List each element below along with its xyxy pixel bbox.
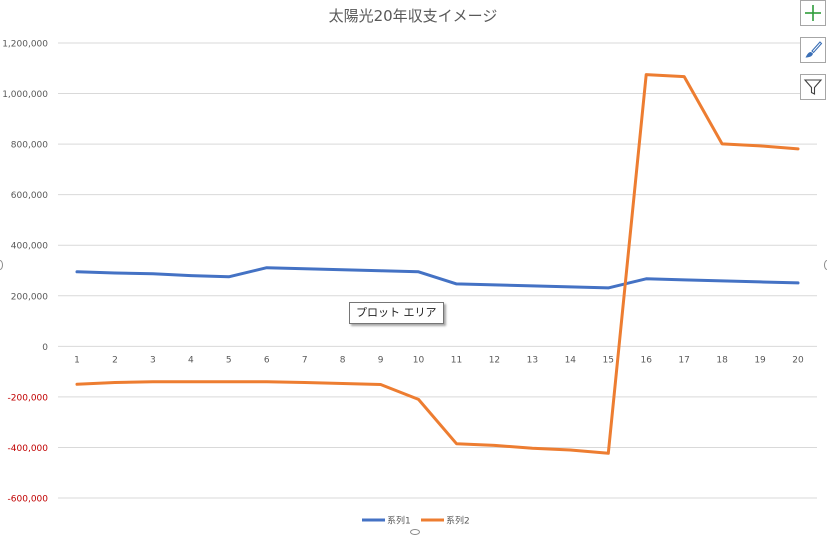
y-tick-label: -200,000 [8,393,49,403]
data-point-series-1[interactable] [493,283,496,287]
y-tick-label: 600,000 [11,191,48,201]
data-point-series-2[interactable] [645,73,648,76]
data-point-series-2[interactable] [113,381,117,384]
data-point-series-2[interactable] [796,147,800,151]
data-point-series-2[interactable] [227,380,230,383]
data-point-series-1[interactable] [607,286,610,290]
resize-handle-right[interactable] [824,260,827,270]
legend-label-2[interactable]: 系列2 [446,515,470,527]
data-point-series-2[interactable] [189,380,193,383]
data-point-series-2[interactable] [341,382,344,385]
data-point-series-2[interactable] [531,447,534,450]
chart-title[interactable]: 太陽光20年収支イメージ [329,7,498,25]
data-point-series-2[interactable] [151,380,155,383]
data-point-series-1[interactable] [75,270,79,273]
data-point-series-2[interactable] [75,383,79,386]
data-point-series-1[interactable] [758,280,762,284]
data-point-series-2[interactable] [758,144,762,148]
series-line-1[interactable] [75,266,800,290]
data-point-series-1[interactable] [265,266,268,269]
x-tick-label: 19 [754,355,766,365]
data-point-series-2[interactable] [303,381,306,384]
x-tick-label: 8 [340,355,346,365]
x-tick-label: 18 [716,355,728,365]
x-tick-label: 5 [226,355,232,365]
x-tick-label: 9 [378,355,384,365]
data-point-series-1[interactable] [455,282,458,286]
data-point-series-2[interactable] [607,452,610,455]
x-tick-label: 4 [188,355,194,365]
data-point-series-1[interactable] [341,268,344,271]
data-point-series-1[interactable] [227,275,230,279]
data-point-series-1[interactable] [151,272,155,275]
brush-icon [805,41,823,58]
data-point-series-2[interactable] [682,75,686,78]
x-tick-label: 2 [112,355,118,365]
data-point-series-1[interactable] [682,278,686,282]
data-point-series-1[interactable] [113,271,117,275]
chart-elements-button[interactable] [800,0,826,26]
plot-series[interactable] [75,73,800,455]
x-tick-label: 1 [74,355,80,365]
x-tick-label: 16 [640,355,652,365]
data-point-series-1[interactable] [569,285,572,289]
x-tick-label: 10 [413,355,425,365]
y-tick-label: 1,200,000 [2,40,48,50]
x-tick-label: 15 [603,355,614,365]
chart-filters-button[interactable] [800,74,826,100]
x-tick-label: 3 [150,355,156,365]
data-point-series-2[interactable] [493,444,496,447]
data-point-series-1[interactable] [796,281,800,285]
data-point-series-1[interactable] [417,270,420,273]
x-tick-label: 12 [489,355,500,365]
x-tick-label: 7 [302,355,308,365]
data-point-series-1[interactable] [645,277,648,281]
plot-area-tooltip: プロット エリア [349,302,444,324]
series-line-2[interactable] [75,73,800,455]
y-tick-label: 400,000 [11,242,48,252]
chart-styles-button[interactable] [800,37,826,63]
x-tick-label: 13 [527,355,538,365]
resize-handle-bottom[interactable] [410,529,420,535]
x-tick-label: 11 [451,355,462,365]
x-tick-label: 20 [792,355,804,365]
funnel-icon [803,79,823,95]
y-tick-label: 0 [42,343,48,353]
y-tick-label: -600,000 [8,495,49,505]
legend-label-1[interactable]: 系列1 [387,515,411,527]
y-tick-label: 200,000 [11,292,48,302]
x-axis-labels: 1 2 3 4 5 6 7 8 9 10 11 12 13 14 15 16 17 18 19 20 [74,355,804,365]
y-tick-label: 800,000 [11,141,48,151]
data-point-series-1[interactable] [720,279,724,283]
data-point-series-2[interactable] [455,442,458,445]
y-tick-label: 1,000,000 [2,90,48,100]
data-point-series-2[interactable] [417,398,420,401]
x-tick-label: 17 [678,355,689,365]
gridlines [58,42,817,499]
data-point-series-2[interactable] [720,142,724,146]
x-tick-label: 6 [264,355,270,365]
y-tick-label: -400,000 [8,444,49,454]
data-point-series-2[interactable] [265,380,268,383]
data-point-series-1[interactable] [303,267,306,270]
data-point-series-1[interactable] [379,269,382,272]
legend[interactable]: 系列1 系列2 [362,515,470,527]
plus-icon [805,5,821,21]
data-point-series-1[interactable] [531,284,534,288]
data-point-series-2[interactable] [569,448,572,452]
y-axis-labels: 1,200,000 1,000,000 800,000 600,000 400,000 2… [2,40,48,505]
x-tick-label: 14 [565,355,577,365]
data-point-series-1[interactable] [189,274,193,277]
data-point-series-2[interactable] [379,383,382,386]
